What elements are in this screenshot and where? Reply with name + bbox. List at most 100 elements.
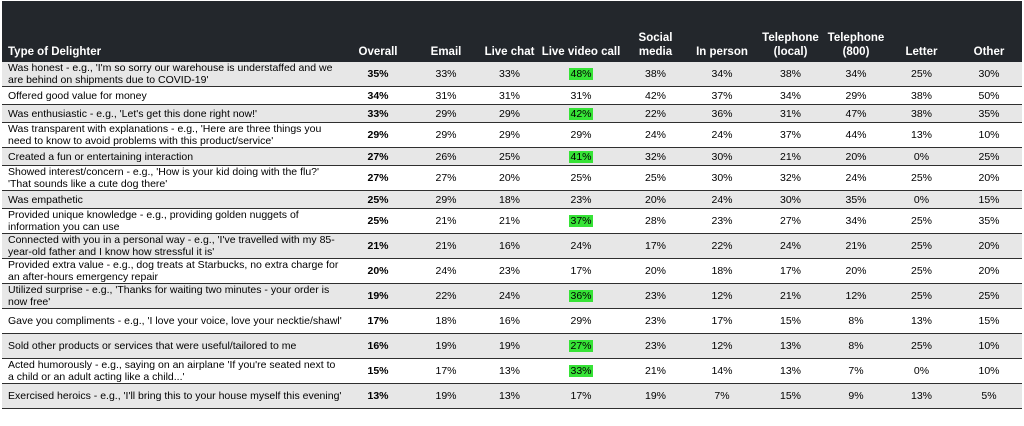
value-cell: 35% [956, 104, 1022, 123]
value-cell: 13% [756, 333, 825, 359]
value-cell: 19% [412, 383, 480, 409]
value-cell: 0% [887, 190, 956, 209]
table-row: Provided extra value - e.g., dog treats … [2, 258, 1022, 284]
value-cell: 7% [825, 358, 887, 384]
value-cell: 24% [480, 283, 539, 309]
value-cell: 35% [825, 190, 887, 209]
value-cell: 13% [887, 122, 956, 148]
value-cell: 16% [480, 308, 539, 334]
row-label: Was transparent with explanations - e.g.… [2, 122, 344, 148]
overall-cell: 33% [344, 104, 412, 123]
column-header-telephone-800: Telephone (800) [825, 1, 887, 62]
value-cell: 25% [887, 258, 956, 284]
value-cell: 33% [412, 62, 480, 87]
value-cell: 21% [756, 147, 825, 166]
value-cell: 13% [887, 383, 956, 409]
value-cell: 23% [623, 283, 688, 309]
table-row: Showed interest/concern - e.g., 'How is … [2, 165, 1022, 191]
row-label: Offered good value for money [2, 86, 344, 105]
value-cell: 21% [412, 208, 480, 234]
value-cell: 35% [956, 208, 1022, 234]
value-cell: 24% [539, 233, 623, 259]
value-cell: 15% [956, 308, 1022, 334]
value-cell: 31% [412, 86, 480, 105]
value-cell: 17% [756, 258, 825, 284]
value-cell: 31% [756, 104, 825, 123]
value-cell: 27% [756, 208, 825, 234]
value-cell: 25% [887, 165, 956, 191]
value-cell: 13% [756, 358, 825, 384]
overall-cell: 25% [344, 208, 412, 234]
row-label: Provided unique knowledge - e.g., provid… [2, 208, 344, 234]
value-cell: 29% [539, 122, 623, 148]
value-cell: 0% [887, 358, 956, 384]
value-cell: 38% [756, 62, 825, 87]
value-cell: 25% [623, 165, 688, 191]
column-header-in-person: In person [688, 1, 756, 62]
column-header-social-media: Social media [623, 1, 688, 62]
column-header-live-video-call: Live video call [539, 1, 623, 62]
column-header-email: Email [412, 1, 480, 62]
value-cell: 25% [887, 208, 956, 234]
value-cell: 37% [539, 208, 623, 234]
value-cell: 23% [539, 190, 623, 209]
value-cell: 20% [956, 165, 1022, 191]
table-row: Was empathetic 25% 29% 18% 23% 20% 24% 30% 35% 0%… [2, 190, 1022, 209]
value-cell: 24% [825, 165, 887, 191]
value-cell: 25% [480, 147, 539, 166]
overall-cell: 13% [344, 383, 412, 409]
value-cell: 29% [412, 104, 480, 123]
value-cell: 29% [480, 104, 539, 123]
value-cell: 19% [412, 333, 480, 359]
value-cell: 37% [688, 86, 756, 105]
value-cell: 19% [623, 383, 688, 409]
overall-cell: 19% [344, 283, 412, 309]
value-cell: 25% [956, 283, 1022, 309]
table-row: Sold other products or services that wer… [2, 333, 1022, 359]
value-cell: 42% [623, 86, 688, 105]
value-cell: 38% [887, 86, 956, 105]
table-row: Exercised heroics - e.g., 'I'll bring th… [2, 383, 1022, 409]
row-label: Gave you compliments - e.g., 'I love you… [2, 308, 344, 334]
value-cell: 20% [623, 190, 688, 209]
value-cell: 0% [887, 147, 956, 166]
highlighted-value: 33% [569, 365, 593, 377]
value-cell: 33% [539, 358, 623, 384]
table-row: Was enthusiastic - e.g., 'Let's get this… [2, 104, 1022, 123]
value-cell: 20% [825, 147, 887, 166]
value-cell: 15% [756, 383, 825, 409]
value-cell: 25% [539, 165, 623, 191]
value-cell: 50% [956, 86, 1022, 105]
value-cell: 47% [825, 104, 887, 123]
value-cell: 25% [887, 233, 956, 259]
value-cell: 20% [825, 258, 887, 284]
value-cell: 29% [539, 308, 623, 334]
overall-cell: 34% [344, 86, 412, 105]
value-cell: 30% [956, 62, 1022, 87]
value-cell: 8% [825, 333, 887, 359]
value-cell: 37% [756, 122, 825, 148]
header-row: Type of Delighter Overall Email Live cha… [2, 1, 1022, 62]
highlighted-value: 36% [569, 290, 593, 302]
table-row: Was honest - e.g., 'I'm so sorry our war… [2, 62, 1022, 87]
value-cell: 22% [412, 283, 480, 309]
row-label: Sold other products or services that wer… [2, 333, 344, 359]
value-cell: 30% [688, 165, 756, 191]
value-cell: 36% [688, 104, 756, 123]
value-cell: 15% [756, 308, 825, 334]
value-cell: 33% [480, 62, 539, 87]
value-cell: 9% [825, 383, 887, 409]
value-cell: 21% [756, 283, 825, 309]
value-cell: 34% [688, 62, 756, 87]
value-cell: 22% [688, 233, 756, 259]
value-cell: 48% [539, 62, 623, 87]
row-label: Was honest - e.g., 'I'm so sorry our war… [2, 62, 344, 87]
table-row: Gave you compliments - e.g., 'I love you… [2, 308, 1022, 334]
value-cell: 24% [412, 258, 480, 284]
table-row: Acted humorously - e.g., saying on an ai… [2, 358, 1022, 384]
value-cell: 27% [412, 165, 480, 191]
column-header-letter: Letter [887, 1, 956, 62]
value-cell: 34% [756, 86, 825, 105]
value-cell: 28% [623, 208, 688, 234]
value-cell: 23% [688, 208, 756, 234]
